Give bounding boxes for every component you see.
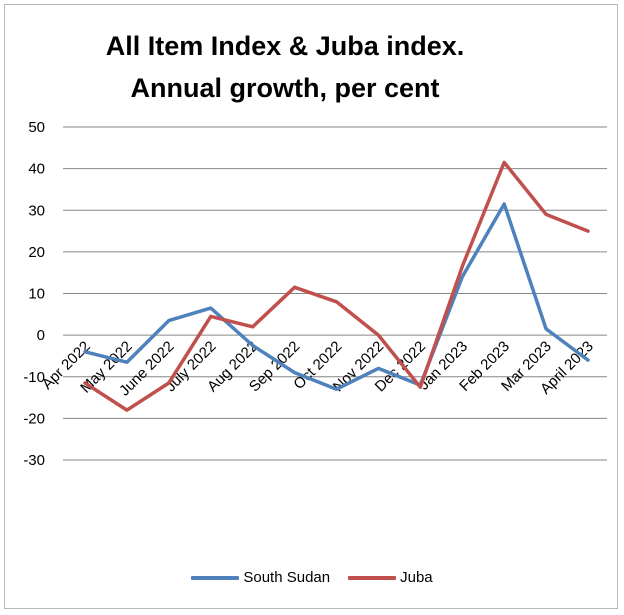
legend-swatch [348, 575, 397, 580]
legend-label: South Sudan [243, 569, 331, 586]
chart-title-line2: Annual growth, per cent [130, 73, 440, 103]
y-tick-label: 0 [37, 327, 45, 344]
legend-label: Juba [400, 569, 433, 586]
y-tick-label: -20 [23, 410, 45, 427]
series-line-juba [83, 160, 590, 412]
y-tick-label: 10 [28, 286, 45, 303]
series-line-south-sudan [83, 202, 590, 391]
chart-frame: All Item Index & Juba index. Annual grow… [4, 4, 618, 609]
legend-item: Juba [348, 569, 433, 586]
y-tick-label: -30 [23, 452, 45, 469]
legend-item: South Sudan [191, 569, 330, 586]
chart-title-line1: All Item Index & Juba index. [105, 31, 465, 61]
legend: South Sudan Juba [5, 569, 619, 586]
y-tick-label: 30 [28, 202, 45, 219]
chart-title: All Item Index & Juba index. Annual grow… [5, 25, 565, 109]
y-tick-label: -10 [23, 369, 45, 386]
legend-swatch [191, 575, 240, 580]
y-tick-label: 40 [28, 161, 45, 178]
y-tick-label: 50 [28, 119, 45, 136]
y-tick-label: 20 [28, 244, 45, 261]
